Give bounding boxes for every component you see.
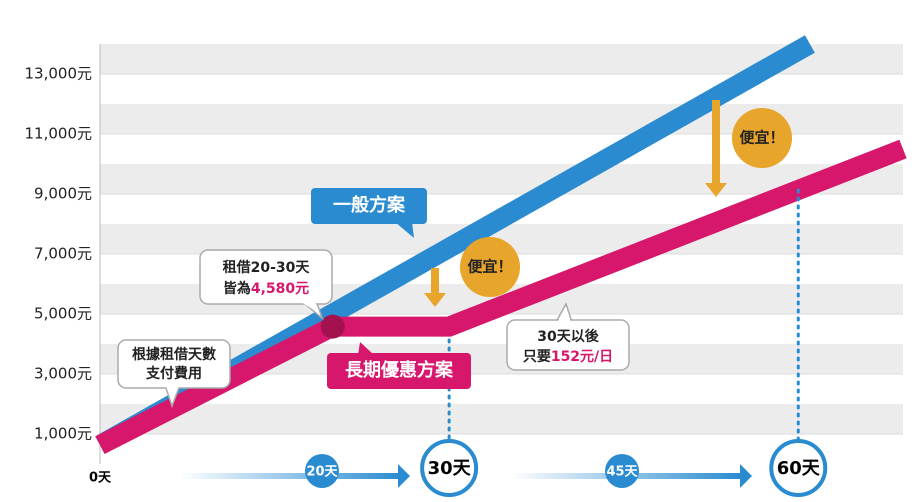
callout-text: 皆為4,580元 (223, 280, 309, 297)
y-tick-label: 1,000元 (34, 425, 92, 443)
cheaper-badge (460, 237, 520, 297)
y-tick-label: 5,000元 (34, 305, 92, 323)
arrow-label: 45天 (606, 465, 638, 480)
y-tick-label: 13,000元 (25, 65, 93, 83)
cheaper-arrow-head (705, 183, 727, 197)
point-marker (320, 314, 345, 339)
callout-price: 4,580元 (251, 281, 309, 297)
day-marker (420, 439, 479, 497)
callout-prefix: 皆為 (223, 280, 251, 297)
grid-stripe (100, 404, 903, 434)
callout-prefix: 只要 (523, 349, 551, 365)
callout-pointer-fill (301, 302, 320, 314)
arrow-badge (605, 454, 639, 488)
series-label: 一般方案 (333, 194, 406, 216)
callout-text: 支付費用 (145, 365, 202, 382)
y-tick-label: 9,000元 (34, 185, 92, 203)
x-tick-label: 60天 (777, 458, 821, 479)
y-tick-label: 7,000元 (34, 245, 92, 263)
series-label-pointer (358, 342, 374, 355)
y-tick-label: 3,000元 (34, 365, 92, 383)
arrow-badge (305, 454, 339, 488)
cheaper-label: 便宜！ (739, 129, 784, 147)
day-marker (769, 439, 828, 497)
cheaper-label: 便宜！ (467, 258, 512, 276)
x-tick-label: 0天 (89, 471, 112, 486)
callout-box (199, 249, 333, 305)
arrow-head (740, 464, 752, 488)
callout-pointer-fill (557, 308, 571, 323)
arrow-band (180, 473, 400, 479)
series-label-box (327, 353, 471, 389)
arrow-head (398, 464, 410, 488)
callout-text: 30天以後 (537, 328, 599, 345)
series-label: 長期優惠方案 (345, 359, 454, 381)
series-label-pointer (395, 222, 414, 238)
series-label-box (311, 188, 427, 224)
arrow-label: 20天 (306, 465, 338, 480)
callout-text: 租借20-30天 (223, 259, 311, 276)
callout-text: 根據租借天數 (132, 346, 216, 363)
x-tick-label: 30天 (428, 458, 472, 479)
y-tick-label: 11,000元 (25, 125, 93, 143)
cheaper-badge (732, 108, 792, 168)
grid-stripe (100, 164, 903, 194)
callout-text: 只要152元/日 (523, 349, 613, 365)
cheaper-arrow (712, 100, 720, 185)
cheaper-arrow-head (424, 293, 446, 307)
callout-price: 152元/日 (551, 349, 613, 365)
cheaper-arrow (431, 268, 439, 295)
callout-pointer-fill (166, 386, 179, 402)
